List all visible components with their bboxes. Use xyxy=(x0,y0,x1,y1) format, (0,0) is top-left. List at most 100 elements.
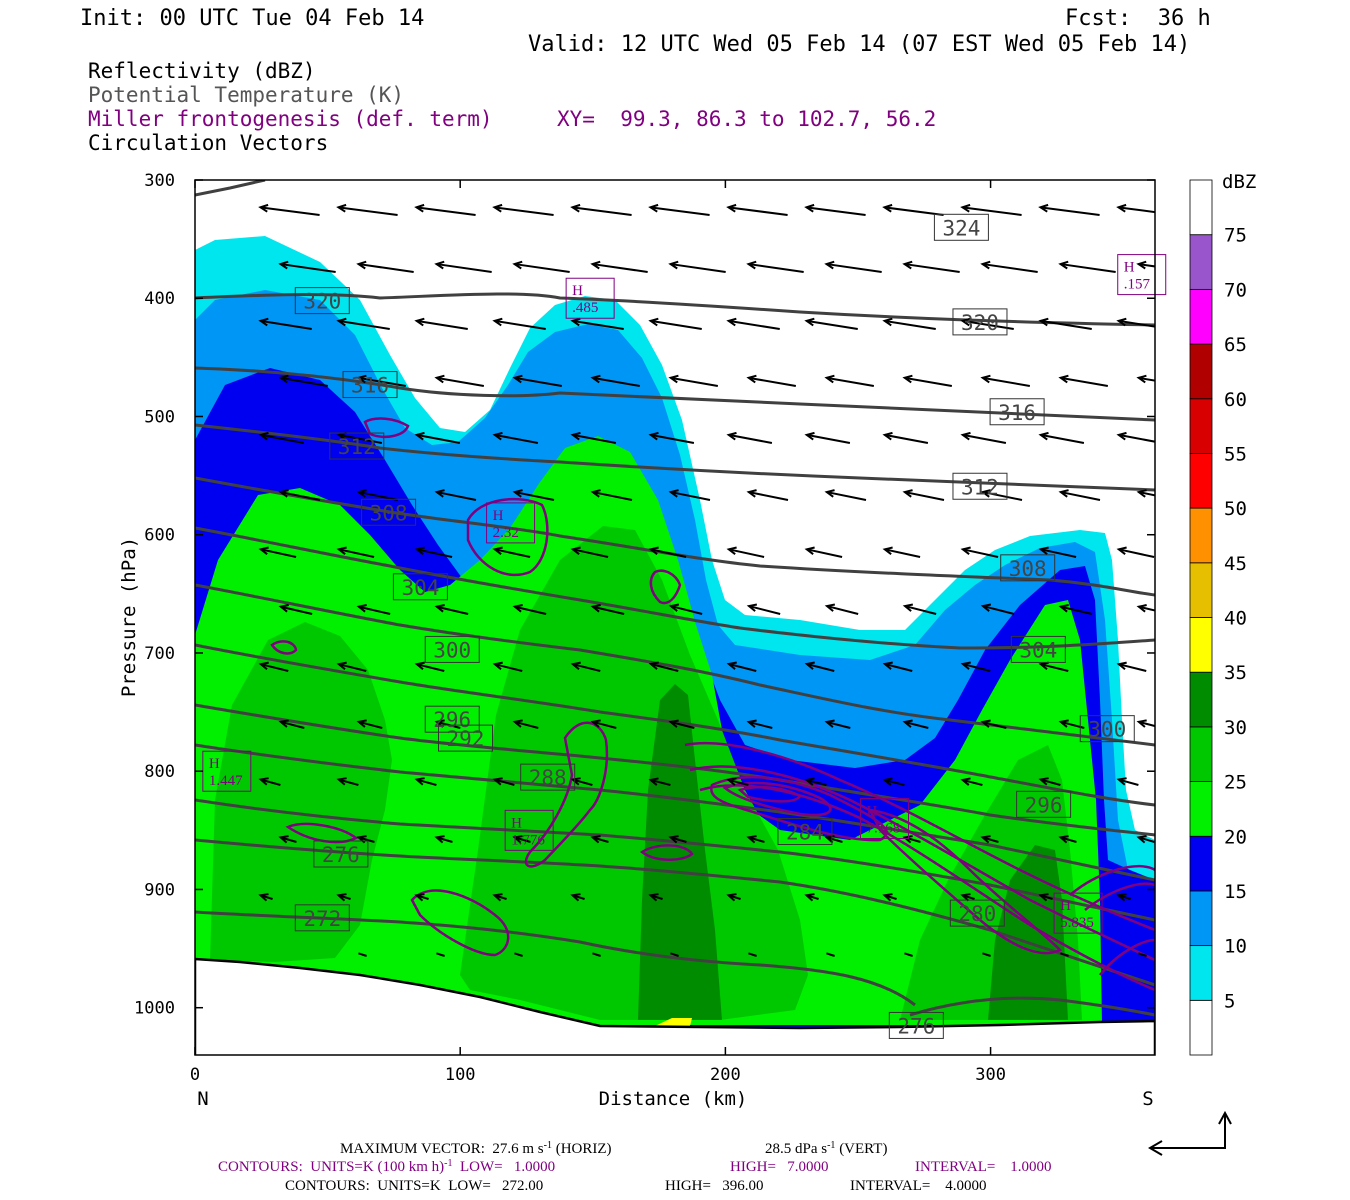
vector-arrow xyxy=(980,719,1007,729)
colorbar-label: 60 xyxy=(1224,389,1247,411)
colorbar-label: 45 xyxy=(1224,553,1247,575)
svg-text:276: 276 xyxy=(322,843,360,867)
vector-arrow xyxy=(746,835,765,844)
vector-arrow xyxy=(258,203,320,216)
vector-arrow xyxy=(804,203,866,216)
x-tick-label: 300 xyxy=(975,1065,1006,1085)
y-tick-label: 500 xyxy=(144,407,175,427)
vector-arrow xyxy=(278,374,329,387)
vector-arrow xyxy=(980,489,1023,501)
y-tick-label: 1000 xyxy=(134,999,175,1019)
vector-arrow xyxy=(902,260,960,273)
colorbar-label: 50 xyxy=(1224,498,1247,520)
vector-arrow xyxy=(882,893,897,902)
x-axis-north: N xyxy=(197,1088,208,1110)
vector-arrow xyxy=(1038,777,1061,786)
svg-text:H: H xyxy=(572,283,583,299)
vector-arrow xyxy=(356,374,407,387)
vector-arrow xyxy=(746,260,804,273)
vector-arrow xyxy=(746,603,781,615)
vector-arrow xyxy=(668,489,711,501)
refl-35dbz xyxy=(655,1018,692,1026)
vector-arrow xyxy=(1116,203,1155,214)
vector-arrow xyxy=(902,603,937,615)
vector-arrow xyxy=(726,777,749,786)
vector-arrow xyxy=(960,893,975,902)
vector-arrow xyxy=(746,374,797,387)
vector-arrow xyxy=(1038,661,1069,672)
vector-arrow xyxy=(1116,546,1155,558)
vector-arrow xyxy=(648,546,687,558)
y-tick-label: 800 xyxy=(144,762,175,782)
theta-label: 272 xyxy=(294,904,350,932)
colorbar-swatch xyxy=(1189,671,1213,728)
vector-arrow xyxy=(512,835,531,844)
vector-arrow xyxy=(1058,260,1116,273)
xy-endpoints: XY= 99.3, 86.3 to 102.7, 56.2 xyxy=(557,107,936,131)
vector-arrow xyxy=(570,777,593,786)
vector-arrow xyxy=(960,431,1007,444)
vector-arrow xyxy=(982,952,991,957)
svg-text:.157: .157 xyxy=(1124,277,1151,293)
vector-arrow xyxy=(882,777,905,786)
colorbar-swatch xyxy=(1189,343,1213,400)
vector-arrow xyxy=(492,317,546,330)
refl-25dbz-a xyxy=(210,622,392,962)
vector-arrow xyxy=(670,952,679,957)
vector-arrow xyxy=(960,661,991,672)
colorbar-label: 40 xyxy=(1224,608,1247,630)
vector-arrow xyxy=(590,835,609,844)
theta-label: 300 xyxy=(424,635,480,663)
vector-arrow xyxy=(1038,317,1092,330)
vector-arrow xyxy=(960,203,1022,216)
vector-arrow xyxy=(258,317,312,330)
vector-arrow xyxy=(1060,952,1069,957)
vector-arrow xyxy=(726,317,780,330)
vector-arrow xyxy=(336,203,398,216)
vector-arrow xyxy=(590,604,625,615)
vector-arrow xyxy=(980,835,999,844)
vector-arrow xyxy=(668,603,703,615)
vector-arrow xyxy=(648,661,679,672)
colorbar-label: 10 xyxy=(1224,936,1247,958)
field-vectors: Circulation Vectors xyxy=(88,131,328,155)
vector-arrow xyxy=(414,546,453,558)
vector-arrow xyxy=(590,374,641,387)
circulation-vectors xyxy=(258,203,1155,957)
vector-arrow xyxy=(980,374,1031,387)
vector-arrow xyxy=(668,835,687,844)
colorbar-label: 15 xyxy=(1224,881,1247,903)
svg-text:H: H xyxy=(493,508,504,524)
theta-label: 308 xyxy=(1000,554,1056,582)
colorbar-label: 25 xyxy=(1224,772,1247,794)
vector-arrow xyxy=(492,893,507,902)
vector-arrow xyxy=(492,777,515,786)
vector-arrow xyxy=(278,604,313,615)
svg-text:304: 304 xyxy=(401,576,439,600)
vector-arrow xyxy=(592,952,601,957)
svg-text:H: H xyxy=(209,756,220,772)
vector-arrow xyxy=(414,431,461,444)
colorbar-swatch xyxy=(1189,507,1213,564)
vector-arrow xyxy=(726,661,757,672)
terrain xyxy=(195,957,1155,1055)
svg-text:1.447: 1.447 xyxy=(209,773,243,789)
vector-arrow xyxy=(570,893,585,902)
svg-text:304: 304 xyxy=(1019,638,1057,662)
colorbar-label: 30 xyxy=(1224,717,1247,739)
vector-arrow xyxy=(358,952,367,957)
x-tick-label: 0 xyxy=(190,1065,200,1085)
svg-text:1.776: 1.776 xyxy=(511,832,545,848)
vector-arrow xyxy=(414,203,476,216)
vector-arrow xyxy=(492,546,531,558)
svg-text:300: 300 xyxy=(1088,718,1126,742)
svg-text:296: 296 xyxy=(1025,793,1063,817)
svg-text:308: 308 xyxy=(1009,557,1047,581)
vector-arrow xyxy=(1136,835,1155,844)
vector-arrow xyxy=(492,431,539,444)
vector-arrow xyxy=(824,260,882,273)
vector-arrow xyxy=(824,719,851,729)
valid-time: Valid: 12 UTC Wed 05 Feb 14 (07 EST Wed … xyxy=(528,32,1190,57)
vector-arrow xyxy=(960,546,999,558)
colorbar-swatch xyxy=(1189,453,1213,509)
